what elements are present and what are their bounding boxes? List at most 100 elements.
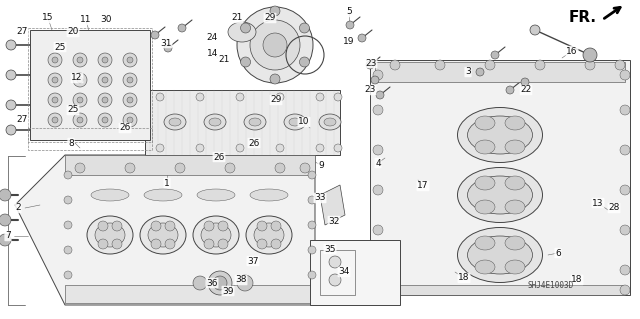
Circle shape xyxy=(73,93,87,107)
Circle shape xyxy=(334,93,342,101)
Circle shape xyxy=(237,7,313,83)
Ellipse shape xyxy=(324,118,336,126)
Circle shape xyxy=(102,97,108,103)
Text: 13: 13 xyxy=(592,198,604,207)
Circle shape xyxy=(64,196,72,204)
Circle shape xyxy=(358,34,366,42)
Ellipse shape xyxy=(475,176,495,190)
Circle shape xyxy=(6,125,16,135)
Text: 26: 26 xyxy=(213,152,225,161)
Circle shape xyxy=(300,23,310,33)
Circle shape xyxy=(127,117,133,123)
Polygon shape xyxy=(65,155,315,175)
Polygon shape xyxy=(15,155,315,305)
Text: SHJ4E1003D: SHJ4E1003D xyxy=(527,280,573,290)
Ellipse shape xyxy=(204,114,226,130)
Circle shape xyxy=(102,57,108,63)
Circle shape xyxy=(373,265,383,275)
Ellipse shape xyxy=(475,140,495,154)
Text: 8: 8 xyxy=(68,138,74,147)
Circle shape xyxy=(213,276,227,290)
Circle shape xyxy=(151,31,159,39)
Circle shape xyxy=(208,271,232,295)
Circle shape xyxy=(316,144,324,152)
Circle shape xyxy=(308,246,316,254)
Circle shape xyxy=(271,239,281,249)
Ellipse shape xyxy=(95,223,125,247)
Text: 29: 29 xyxy=(270,95,282,105)
Circle shape xyxy=(98,73,112,87)
Ellipse shape xyxy=(475,200,495,214)
Circle shape xyxy=(329,274,341,286)
Circle shape xyxy=(0,214,11,226)
Ellipse shape xyxy=(475,116,495,130)
Ellipse shape xyxy=(505,260,525,274)
Ellipse shape xyxy=(148,223,178,247)
Circle shape xyxy=(73,73,87,87)
Text: 31: 31 xyxy=(160,39,172,48)
Ellipse shape xyxy=(197,189,235,201)
Circle shape xyxy=(64,271,72,279)
Circle shape xyxy=(615,60,625,70)
Text: 17: 17 xyxy=(417,182,429,190)
Text: 15: 15 xyxy=(42,13,54,23)
Bar xyxy=(65,285,315,303)
Ellipse shape xyxy=(209,118,221,126)
Text: 23: 23 xyxy=(364,85,376,94)
Circle shape xyxy=(366,61,374,69)
Circle shape xyxy=(300,163,310,173)
Circle shape xyxy=(64,171,72,179)
Circle shape xyxy=(125,163,135,173)
Circle shape xyxy=(52,97,58,103)
Bar xyxy=(375,285,625,295)
Circle shape xyxy=(271,221,281,231)
Circle shape xyxy=(376,91,384,99)
Circle shape xyxy=(73,113,87,127)
Ellipse shape xyxy=(505,236,525,250)
Circle shape xyxy=(77,97,83,103)
Text: 18: 18 xyxy=(458,273,470,283)
Text: 12: 12 xyxy=(71,73,83,83)
Ellipse shape xyxy=(458,167,543,222)
Polygon shape xyxy=(320,185,345,225)
Circle shape xyxy=(48,53,62,67)
Circle shape xyxy=(127,57,133,63)
Circle shape xyxy=(98,53,112,67)
Ellipse shape xyxy=(458,108,543,162)
Circle shape xyxy=(123,113,137,127)
Circle shape xyxy=(521,78,529,86)
Circle shape xyxy=(178,24,186,32)
Circle shape xyxy=(112,239,122,249)
Circle shape xyxy=(250,20,300,70)
Ellipse shape xyxy=(467,116,532,154)
Circle shape xyxy=(620,225,630,235)
Circle shape xyxy=(98,113,112,127)
Ellipse shape xyxy=(505,200,525,214)
Text: 23: 23 xyxy=(365,58,377,68)
Text: 2: 2 xyxy=(15,204,21,212)
Bar xyxy=(28,28,152,142)
Circle shape xyxy=(308,271,316,279)
Circle shape xyxy=(373,105,383,115)
Ellipse shape xyxy=(87,216,133,254)
Circle shape xyxy=(583,48,597,62)
Circle shape xyxy=(102,117,108,123)
Circle shape xyxy=(308,196,316,204)
Circle shape xyxy=(77,57,83,63)
Text: 4: 4 xyxy=(375,159,381,167)
Ellipse shape xyxy=(467,176,532,214)
Bar xyxy=(310,240,400,305)
Ellipse shape xyxy=(467,236,532,274)
Circle shape xyxy=(77,77,83,83)
Text: 38: 38 xyxy=(236,276,247,285)
Text: 25: 25 xyxy=(67,106,79,115)
Bar xyxy=(28,128,152,150)
Ellipse shape xyxy=(193,216,239,254)
Circle shape xyxy=(373,145,383,155)
Circle shape xyxy=(585,60,595,70)
Text: 21: 21 xyxy=(218,56,230,64)
Circle shape xyxy=(112,221,122,231)
Circle shape xyxy=(6,40,16,50)
Circle shape xyxy=(48,73,62,87)
Circle shape xyxy=(52,117,58,123)
